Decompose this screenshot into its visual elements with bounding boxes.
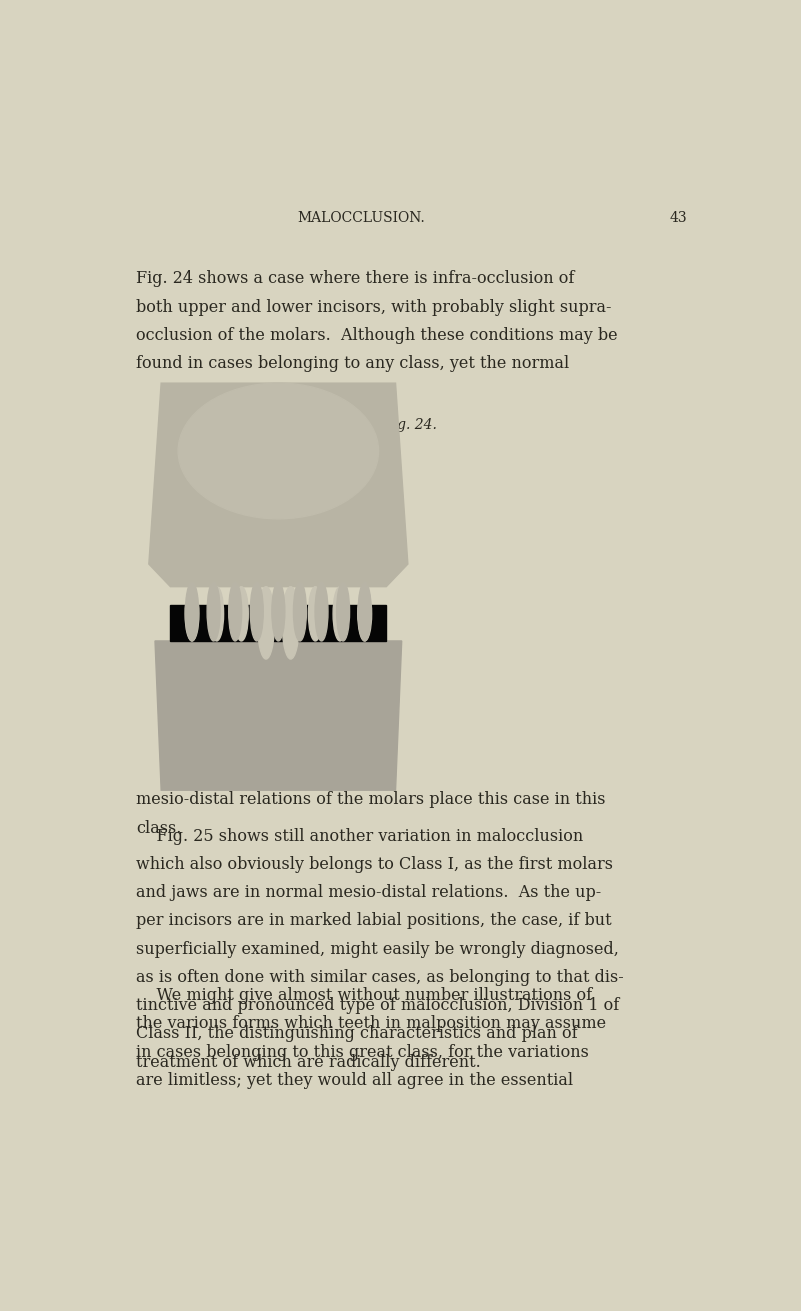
Ellipse shape — [293, 582, 307, 641]
Text: tinctive and pronounced type of malocclusion, Division 1 of: tinctive and pronounced type of malocclu… — [136, 998, 619, 1015]
Text: MALOCCLUSION.: MALOCCLUSION. — [297, 211, 425, 224]
Ellipse shape — [358, 582, 371, 641]
Text: Fig. 25 shows still another variation in malocclusion: Fig. 25 shows still another variation in… — [136, 827, 583, 844]
Ellipse shape — [185, 587, 199, 641]
Text: which also obviously belongs to Class I, as the first molars: which also obviously belongs to Class I,… — [136, 856, 613, 873]
Text: both upper and lower incisors, with probably slight supra-: both upper and lower incisors, with prob… — [136, 299, 612, 316]
Polygon shape — [149, 383, 408, 587]
Text: Fig. 24.: Fig. 24. — [384, 418, 437, 431]
Text: in cases belonging to this great class, for the variations: in cases belonging to this great class, … — [136, 1044, 589, 1061]
Ellipse shape — [258, 587, 275, 659]
Ellipse shape — [250, 582, 264, 641]
Ellipse shape — [178, 383, 379, 519]
Text: occlusion of the molars.  Although these conditions may be: occlusion of the molars. Although these … — [136, 326, 618, 343]
Text: Fig. 24 shows a case where there is infra-occlusion of: Fig. 24 shows a case where there is infr… — [136, 270, 574, 287]
Text: mesio-distal relations of the molars place this case in this: mesio-distal relations of the molars pla… — [136, 792, 606, 809]
Ellipse shape — [358, 587, 372, 641]
Text: We might give almost without number illustrations of: We might give almost without number illu… — [136, 987, 592, 1004]
Ellipse shape — [210, 587, 223, 641]
Ellipse shape — [272, 582, 285, 641]
Text: 43: 43 — [669, 211, 686, 224]
Ellipse shape — [186, 582, 199, 641]
Text: treatment of which are radically different.: treatment of which are radically differe… — [136, 1054, 481, 1071]
Ellipse shape — [333, 587, 347, 641]
Text: the various forms which teeth in malposition may assume: the various forms which teeth in malposi… — [136, 1015, 606, 1032]
Ellipse shape — [308, 587, 322, 641]
Ellipse shape — [282, 587, 299, 659]
Text: and jaws are in normal mesio-distal relations.  As the up-: and jaws are in normal mesio-distal rela… — [136, 884, 602, 901]
Ellipse shape — [336, 582, 349, 641]
Polygon shape — [155, 641, 402, 791]
Text: as is often done with similar cases, as belonging to that dis-: as is often done with similar cases, as … — [136, 969, 624, 986]
Ellipse shape — [235, 587, 248, 641]
Ellipse shape — [229, 582, 242, 641]
Ellipse shape — [207, 582, 220, 641]
Bar — [171, 604, 386, 641]
Text: Class II, the distinguishing characteristics and plan of: Class II, the distinguishing characteris… — [136, 1025, 578, 1042]
Text: are limitless; yet they would all agree in the essential: are limitless; yet they would all agree … — [136, 1072, 574, 1089]
Text: per incisors are in marked labial positions, the case, if but: per incisors are in marked labial positi… — [136, 912, 612, 929]
Text: superficially examined, might easily be wrongly diagnosed,: superficially examined, might easily be … — [136, 941, 619, 957]
Ellipse shape — [315, 582, 328, 641]
Text: class.: class. — [136, 819, 182, 836]
Text: found in cases belonging to any class, yet the normal: found in cases belonging to any class, y… — [136, 355, 570, 372]
